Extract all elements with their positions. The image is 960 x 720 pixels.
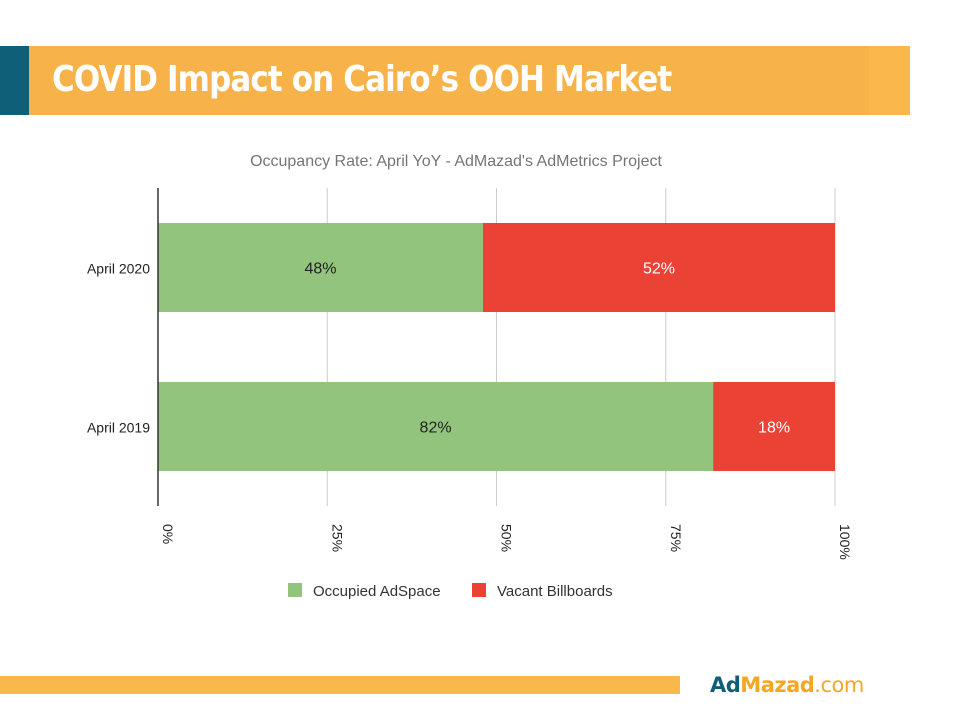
- bar-april-2019-occupied-adspace: [158, 382, 714, 471]
- brand-logo: AdMazad.com: [710, 671, 864, 699]
- title-banner-inner: [29, 46, 869, 115]
- x-tick-label: 0%: [160, 524, 176, 544]
- legend-label: Vacant Billboards: [497, 583, 613, 600]
- page-title: COVID Impact on Cairo’s OOH Market: [52, 59, 672, 100]
- bar-april-2019-vacant-billboards: [713, 382, 835, 471]
- title-banner-fill: [29, 46, 910, 115]
- data-label: 52%: [643, 261, 675, 278]
- x-tick-label: 50%: [499, 524, 515, 552]
- x-tick-label: 100%: [837, 524, 853, 560]
- chart-title: Occupancy Rate: April YoY - AdMazad's Ad…: [250, 153, 662, 170]
- bar-april-2020-occupied-adspace: [158, 223, 483, 312]
- legend-swatch-1: [472, 583, 486, 597]
- brand-logo-com: .com: [814, 673, 864, 697]
- data-label: 18%: [758, 420, 790, 437]
- brand-logo-mazad: Mazad: [740, 673, 815, 697]
- data-label: 48%: [304, 261, 336, 278]
- category-label: April 2019: [87, 420, 150, 436]
- title-accent-block: [0, 46, 29, 115]
- x-tick-label: 75%: [668, 524, 684, 552]
- legend-swatch-0: [288, 583, 302, 597]
- legend-label: Occupied AdSpace: [313, 583, 441, 600]
- category-label: April 2020: [87, 261, 150, 277]
- title-banner: COVID Impact on Cairo’s OOH Market: [0, 46, 910, 115]
- footer-bar: [0, 676, 680, 694]
- x-tick-label: 25%: [329, 524, 345, 552]
- brand-logo-ad: Ad: [710, 673, 741, 697]
- data-label: 82%: [420, 420, 452, 437]
- bar-april-2020-vacant-billboards: [482, 223, 835, 312]
